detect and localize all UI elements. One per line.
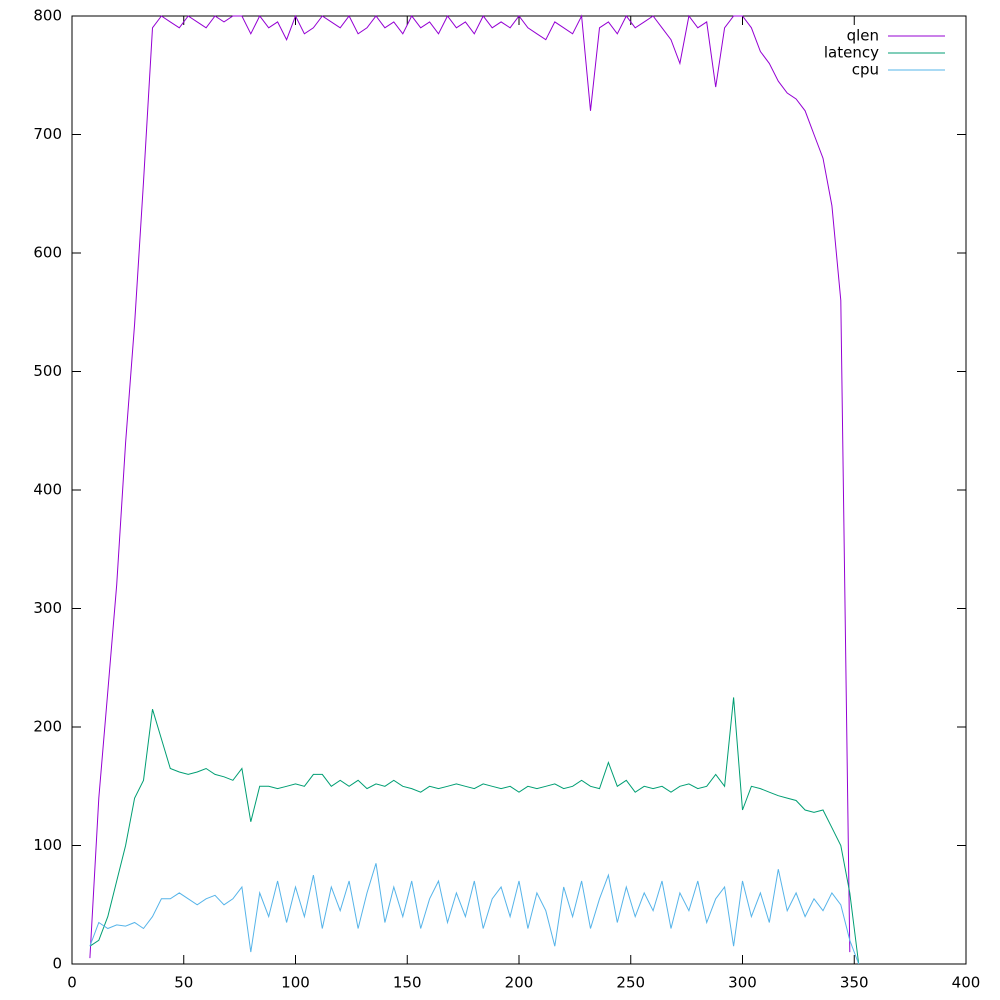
y-tick-label: 300 bbox=[33, 599, 62, 617]
y-tick-label: 0 bbox=[52, 955, 62, 973]
x-tick-label: 50 bbox=[174, 974, 193, 992]
y-tick-label: 100 bbox=[33, 836, 62, 854]
x-tick-label: 150 bbox=[393, 974, 422, 992]
legend-label: latency bbox=[824, 44, 879, 62]
legend-label: cpu bbox=[852, 61, 879, 79]
plot-border bbox=[71, 15, 967, 965]
y-tick-label: 700 bbox=[33, 125, 62, 143]
legend-label: qlen bbox=[847, 27, 879, 45]
y-tick-label: 500 bbox=[33, 362, 62, 380]
x-tick-label: 0 bbox=[67, 974, 77, 992]
y-tick-label: 800 bbox=[33, 7, 62, 25]
x-tick-label: 100 bbox=[281, 974, 310, 992]
x-tick-label: 200 bbox=[505, 974, 534, 992]
y-tick-label: 600 bbox=[33, 244, 62, 262]
x-tick-label: 250 bbox=[616, 974, 645, 992]
x-tick-label: 300 bbox=[728, 974, 757, 992]
x-tick-label: 400 bbox=[952, 974, 981, 992]
y-tick-label: 200 bbox=[33, 718, 62, 736]
series-line bbox=[89, 863, 860, 965]
series-line bbox=[89, 14, 851, 959]
series-line bbox=[89, 697, 860, 965]
x-tick-label: 350 bbox=[840, 974, 869, 992]
y-tick-label: 400 bbox=[33, 481, 62, 499]
